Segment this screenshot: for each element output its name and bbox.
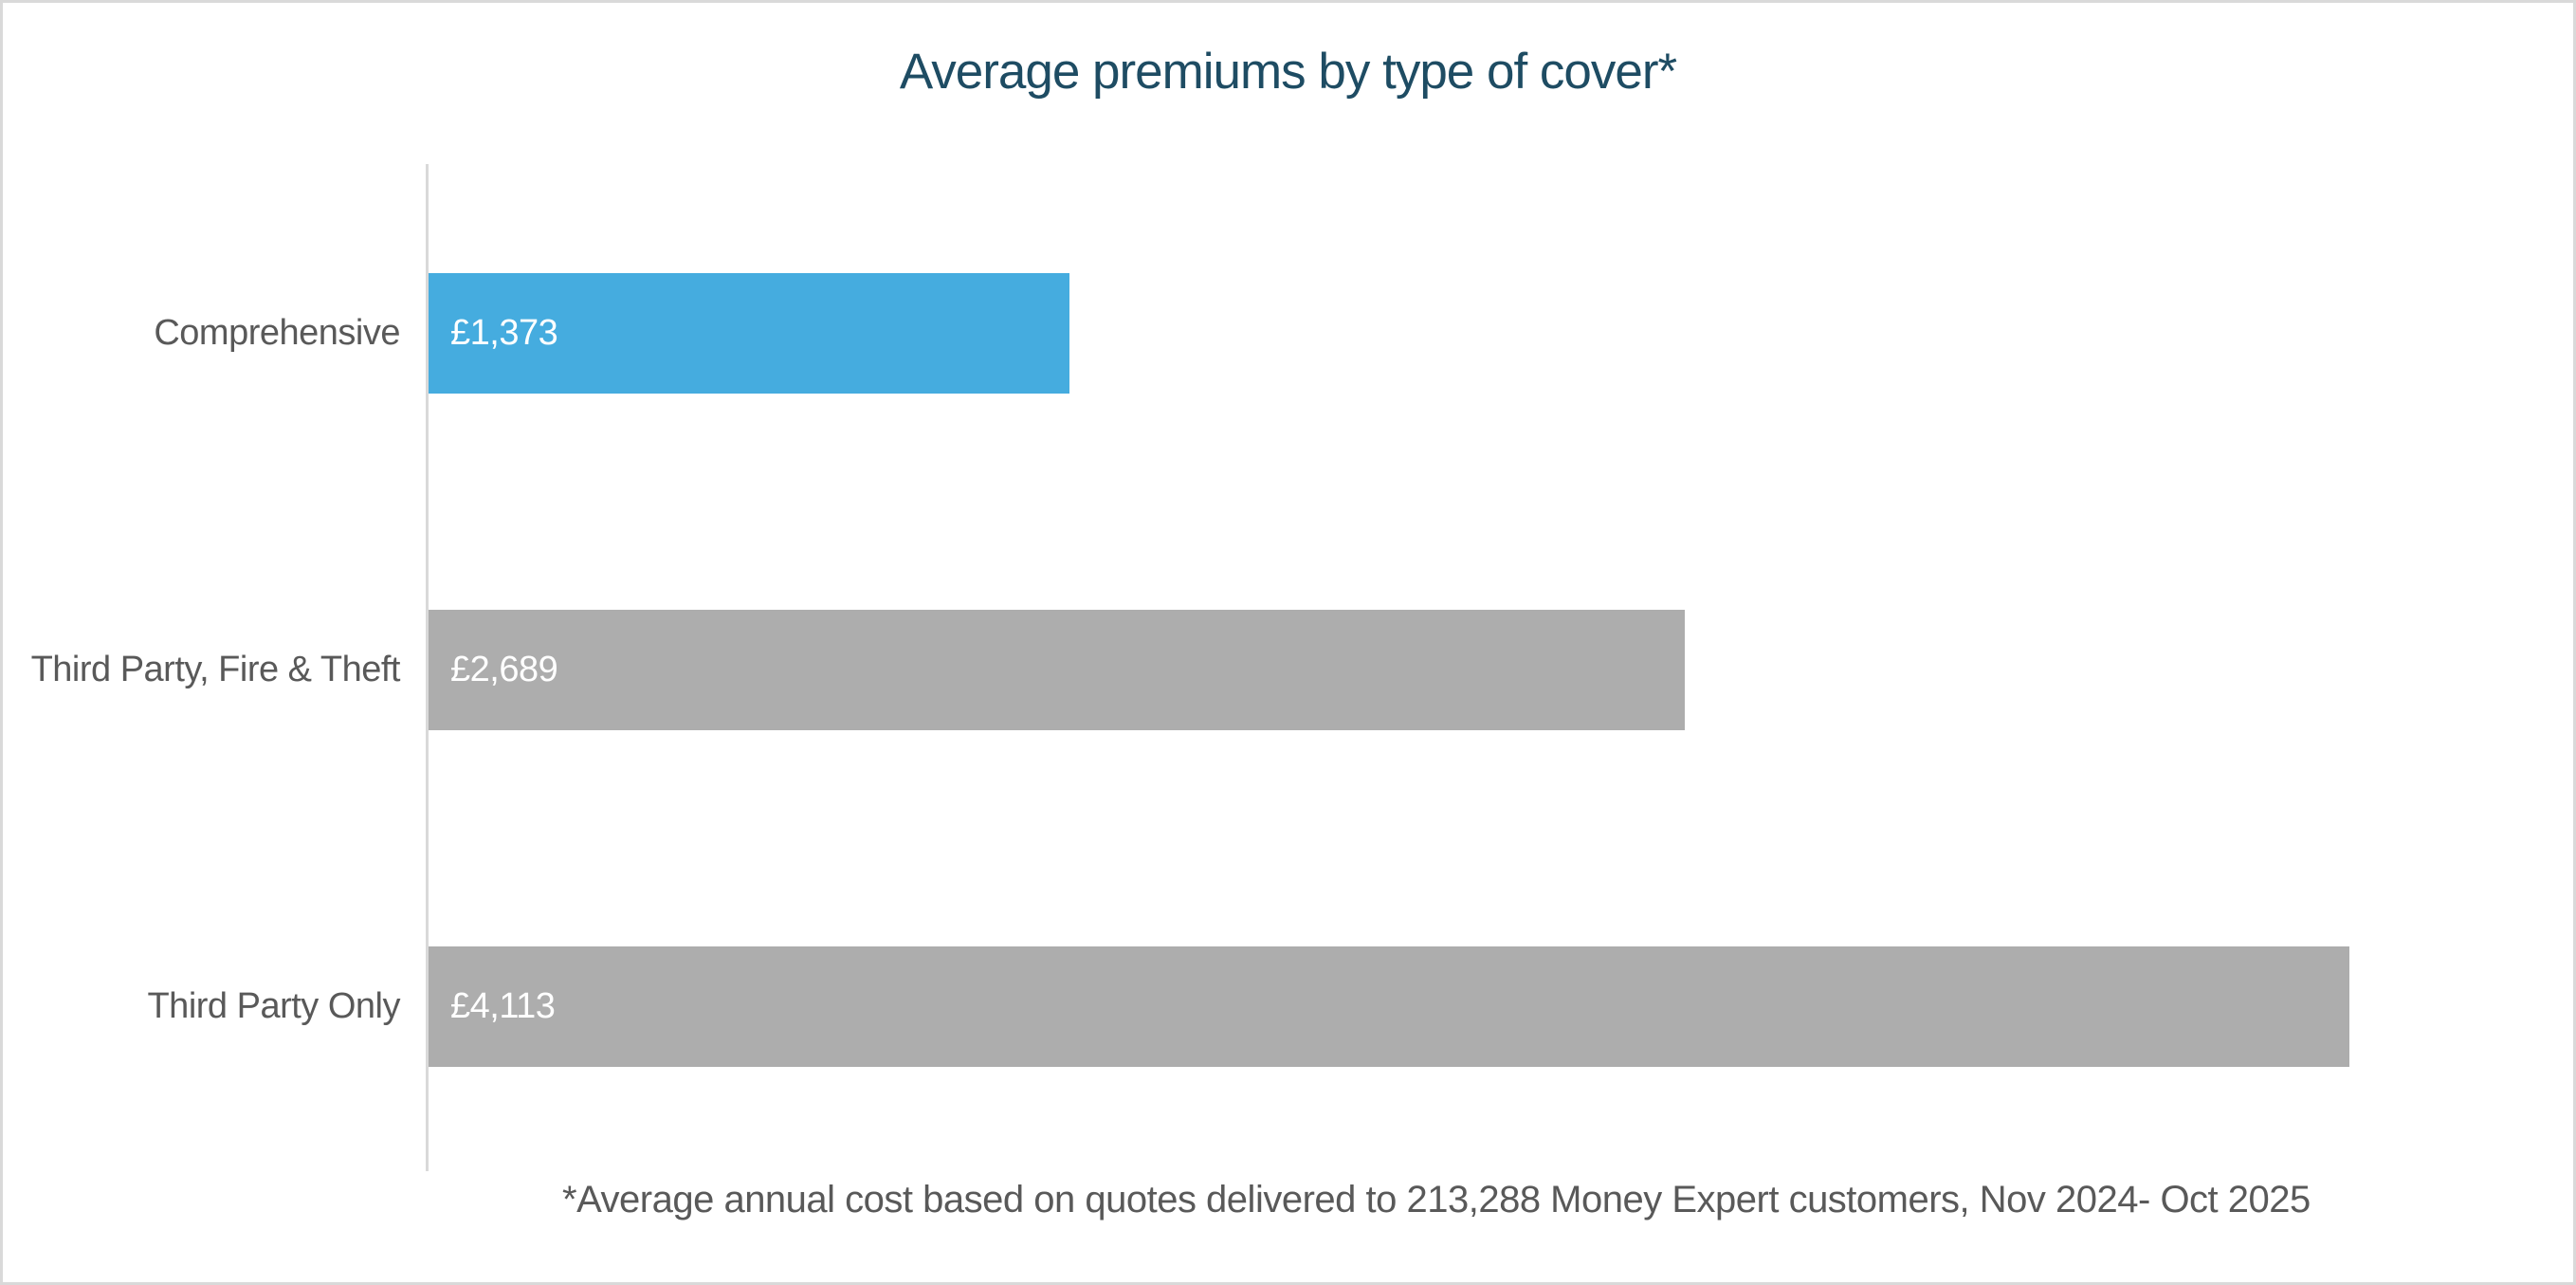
category-label-third-party-only: Third Party Only	[147, 986, 400, 1026]
bar-value-label: £1,373	[450, 313, 558, 353]
bar-comprehensive: £1,373	[429, 273, 1069, 394]
bar-value-label: £2,689	[450, 650, 558, 689]
category-label-comprehensive: Comprehensive	[154, 313, 400, 353]
chart-footnote: *Average annual cost based on quotes del…	[562, 1179, 2311, 1221]
chart-title: Average premiums by type of cover*	[899, 44, 1677, 100]
bar-third-party-only: £4,113	[429, 946, 2349, 1067]
y-axis-line	[426, 164, 429, 1171]
category-label-third-party-fire-theft: Third Party, Fire & Theft	[30, 650, 401, 689]
bar-value-label: £4,113	[450, 986, 556, 1026]
bar-third-party-fire-theft: £2,689	[429, 610, 1685, 730]
